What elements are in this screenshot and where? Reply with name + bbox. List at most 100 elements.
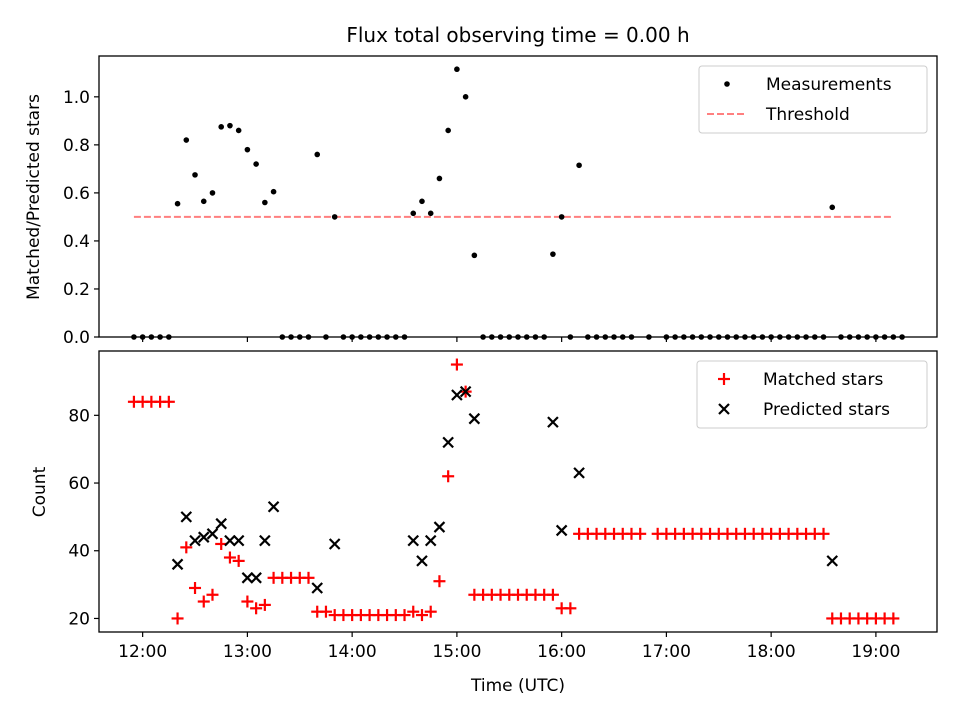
matched-star-point xyxy=(180,541,193,554)
matched-star-point xyxy=(564,602,577,615)
measurement-point xyxy=(314,151,321,158)
x-tick-label: 16:00 xyxy=(537,642,586,662)
matched-star-point xyxy=(162,395,175,408)
measurement-point xyxy=(427,210,434,217)
predicted-star-point xyxy=(468,412,481,425)
legend-predicted-label: Predicted stars xyxy=(763,400,890,420)
predicted-star-point xyxy=(180,511,193,523)
predicted-star-point xyxy=(224,534,236,547)
predicted-star-point xyxy=(573,467,585,479)
top-y-axis: 0.0 0.2 0.4 0.6 0.8 1.0 xyxy=(63,88,99,348)
matched-star-point xyxy=(241,595,254,608)
predicted-star-point xyxy=(416,555,428,567)
measurement-point xyxy=(454,66,460,73)
predicted-star-point xyxy=(328,538,341,550)
measurement-point xyxy=(183,137,190,143)
y-tick-label: 1.0 xyxy=(63,88,90,108)
matched-star-point xyxy=(887,612,900,625)
legend-matched-label: Matched stars xyxy=(763,370,883,390)
predicted-star-point xyxy=(547,416,559,428)
matched-star-point xyxy=(415,609,428,622)
top-panel: 0.0 0.2 0.4 0.6 0.8 1.0 Matched/Predicted sta… xyxy=(24,55,938,348)
y-tick-label: 0.8 xyxy=(63,136,90,156)
matched-star-point xyxy=(232,554,245,567)
measurement-point xyxy=(218,124,225,130)
matched-star-point xyxy=(450,358,463,371)
measurement-point xyxy=(174,200,181,207)
measurement-point xyxy=(410,210,417,217)
top-axes-frame xyxy=(98,55,938,338)
x-tick-label: 19:00 xyxy=(851,642,900,662)
predicted-star-point xyxy=(459,385,472,398)
matched-star-point xyxy=(319,605,332,618)
matched-star-point xyxy=(398,609,411,622)
measurement-point xyxy=(227,122,233,129)
matched-star-point xyxy=(433,575,446,588)
measurement-point xyxy=(550,251,556,257)
chart-title: Flux total observing time = 0.00 h xyxy=(346,23,689,47)
top-x-axis-ticks xyxy=(142,337,877,342)
bottom-x-axis-label: Time (UTC) xyxy=(470,676,565,696)
y-tick-label: 40 xyxy=(68,542,90,562)
matched-star-point xyxy=(223,551,236,564)
measurement-point xyxy=(462,94,469,100)
predicted-star-point xyxy=(241,572,254,584)
predicted-star-point xyxy=(189,534,201,547)
y-tick-label: 0.0 xyxy=(63,328,90,348)
legend-measurements-label: Measurements xyxy=(766,75,892,95)
measurement-point xyxy=(436,175,443,182)
predicted-star-point xyxy=(407,534,420,547)
predicted-star-point xyxy=(215,517,227,530)
measurement-point xyxy=(209,190,216,196)
measurement-point xyxy=(192,172,198,178)
bottom-legend-box xyxy=(696,360,928,429)
bottom-plot-area xyxy=(127,358,900,625)
measurement-point xyxy=(445,127,451,134)
predicted-star-point xyxy=(424,534,437,547)
matched-star-point xyxy=(817,527,830,540)
predicted-star-point xyxy=(250,572,262,584)
predicted-star-point xyxy=(555,524,568,537)
x-tick-label: 17:00 xyxy=(642,642,691,662)
y-tick-label: 60 xyxy=(68,474,90,494)
legend-threshold-label: Threshold xyxy=(765,105,850,125)
bottom-legend: Matched stars Predicted stars xyxy=(696,360,928,429)
measurement-point xyxy=(471,252,478,259)
y-tick-label: 20 xyxy=(68,609,90,629)
measurement-point xyxy=(576,162,582,169)
matched-star-point xyxy=(634,527,647,540)
x-tick-label: 13:00 xyxy=(223,642,272,662)
top-legend-box xyxy=(698,65,928,134)
measurement-point xyxy=(253,161,259,167)
predicted-star-point xyxy=(197,531,210,543)
x-tick-label: 12:00 xyxy=(118,642,167,662)
measurement-point xyxy=(200,198,207,205)
matched-star-point xyxy=(197,595,210,608)
matched-star-point xyxy=(442,470,455,483)
y-tick-label: 80 xyxy=(68,406,90,426)
matched-star-point xyxy=(546,588,559,601)
measurement-point xyxy=(331,214,338,220)
matched-star-point xyxy=(258,598,271,611)
measurement-point xyxy=(235,127,242,134)
predicted-star-point xyxy=(311,582,324,594)
predicted-star-point xyxy=(451,389,463,401)
x-tick-label: 15:00 xyxy=(432,642,481,662)
matched-star-point xyxy=(189,581,202,594)
predicted-star-point xyxy=(826,555,839,567)
measurement-point xyxy=(262,199,268,206)
y-tick-label: 0.6 xyxy=(63,184,90,204)
y-tick-label: 0.4 xyxy=(63,232,90,252)
measurement-point xyxy=(244,146,251,153)
legend-matched-marker xyxy=(718,373,730,385)
legend-predicted-marker xyxy=(718,403,730,415)
measurement-point xyxy=(558,214,565,220)
predicted-star-point xyxy=(442,436,454,449)
predicted-star-point xyxy=(267,500,280,513)
matched-star-point xyxy=(171,612,184,625)
measurement-point xyxy=(419,198,425,205)
predicted-star-point xyxy=(206,528,219,540)
bottom-y-axis-label: Count xyxy=(30,466,50,517)
